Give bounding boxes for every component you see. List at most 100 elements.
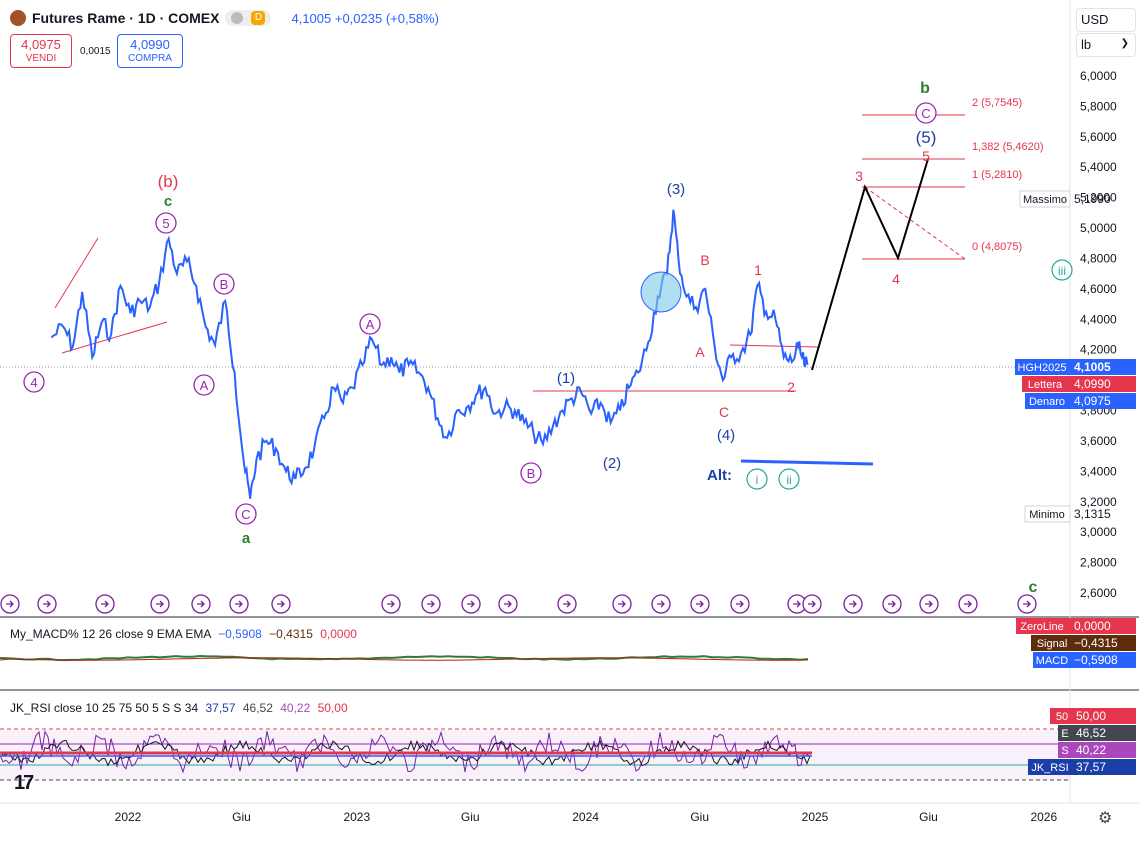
projection-path[interactable] xyxy=(811,158,929,371)
alt-line[interactable] xyxy=(740,459,874,466)
event-marker-icon[interactable] xyxy=(1017,594,1037,614)
event-marker-icon[interactable] xyxy=(37,594,57,614)
rsi-s-tag: S 40,22 xyxy=(1058,742,1136,758)
tradingview-logo[interactable]: 17 xyxy=(14,772,34,794)
event-marker-icon[interactable] xyxy=(461,594,481,614)
event-marker-icon[interactable] xyxy=(690,594,710,614)
svg-text:5: 5 xyxy=(162,216,169,231)
time-tick-label: Giu xyxy=(461,810,480,824)
event-marker-icon[interactable] xyxy=(730,594,750,614)
symbol-price-tag: HGH2025 4,1005 xyxy=(1015,359,1136,375)
copper-icon[interactable] xyxy=(10,10,26,26)
wave-2-paren: (2) xyxy=(603,455,621,472)
price-tick-label: 4,6000 xyxy=(1080,282,1117,296)
event-markers-row[interactable] xyxy=(0,594,1037,614)
event-marker-icon[interactable] xyxy=(958,594,978,614)
time-tick-label: Giu xyxy=(690,810,709,824)
max-label: Massimo 5,1990 xyxy=(1019,190,1111,208)
wave-c-green-bottom: c xyxy=(1029,579,1038,596)
rsi-value-tag: JK_RSI 37,57 xyxy=(1028,759,1136,775)
macd-line[interactable] xyxy=(0,654,809,662)
svg-text:HGH2025: HGH2025 xyxy=(1018,362,1067,374)
alt-label: Alt: xyxy=(707,467,732,484)
fib-label-1382: 1,382 (5,4620) xyxy=(972,141,1044,153)
resistance-line[interactable] xyxy=(729,344,819,348)
status-chips[interactable]: D xyxy=(225,10,272,26)
event-marker-icon[interactable] xyxy=(787,594,807,614)
event-marker-icon[interactable] xyxy=(498,594,518,614)
wave-A-red: A xyxy=(695,344,705,360)
rsi-50-tag: 50 50,00 xyxy=(1050,708,1136,724)
event-marker-icon[interactable] xyxy=(802,594,822,614)
svg-text:S: S xyxy=(1061,745,1068,757)
sell-button[interactable]: 4,0975 VENDI xyxy=(10,34,72,68)
highlight-circle[interactable] xyxy=(640,271,682,313)
event-marker-icon[interactable] xyxy=(843,594,863,614)
wave-C-circle-top: C xyxy=(915,102,937,124)
event-marker-icon[interactable] xyxy=(421,594,441,614)
event-marker-icon[interactable] xyxy=(271,594,291,614)
wave-3-red: 3 xyxy=(855,168,863,184)
unit-select[interactable]: lb ❯ xyxy=(1076,33,1136,57)
event-marker-icon[interactable] xyxy=(612,594,632,614)
event-marker-icon[interactable] xyxy=(95,594,115,614)
wave-c-green: c xyxy=(164,193,172,210)
event-marker-icon[interactable] xyxy=(919,594,939,614)
currency-select[interactable]: USD xyxy=(1076,8,1136,32)
svg-text:B: B xyxy=(220,277,229,292)
time-axis[interactable]: 2022 Giu 2023 Giu 2024 Giu 2025 Giu 2026 xyxy=(115,810,1058,824)
trendline-lower[interactable] xyxy=(61,321,168,354)
price-tick-label: 5,2000 xyxy=(1080,191,1117,205)
event-marker-icon[interactable] xyxy=(191,594,211,614)
zeroline-tag: ZeroLine 0,0000 xyxy=(1016,618,1136,634)
wave-B-red: B xyxy=(700,252,709,268)
gear-icon[interactable]: ⚙ xyxy=(1098,810,1113,827)
rsi-legend-v1: 37,57 xyxy=(205,701,236,715)
time-tick-label: 2026 xyxy=(1030,810,1057,824)
wave-4-red: 4 xyxy=(892,271,900,287)
fib-label-2: 2 (5,7545) xyxy=(972,97,1022,109)
sell-label: VENDI xyxy=(25,53,57,64)
event-marker-icon[interactable] xyxy=(651,594,671,614)
svg-text:50,00: 50,00 xyxy=(1076,709,1106,723)
rsi-legend[interactable]: JK_RSI close 10 25 75 50 5 S S 34 37,57 … xyxy=(10,701,348,715)
event-marker-icon[interactable] xyxy=(150,594,170,614)
time-tick-label: Giu xyxy=(919,810,938,824)
price-axis[interactable]: 6,0000 5,8000 5,6000 5,4000 5,2000 5,0000 4,80… xyxy=(1080,69,1117,600)
rsi-legend-v4: 50,00 xyxy=(317,701,348,715)
svg-text:Denaro: Denaro xyxy=(1029,396,1065,408)
svg-text:40,22: 40,22 xyxy=(1076,743,1106,757)
price-tick-label: 3,6000 xyxy=(1080,434,1117,448)
fib-diagonal[interactable] xyxy=(864,186,966,260)
macd-legend-v3: 0,0000 xyxy=(320,627,357,641)
symbol-title[interactable]: Futures Rame · 1D · COMEX xyxy=(32,10,220,26)
event-marker-icon[interactable] xyxy=(882,594,902,614)
rsi-e-tag: E 46,52 xyxy=(1058,725,1136,741)
quote-change: 4,1005 +0,0235 (+0,58%) xyxy=(291,10,439,26)
wave-b-green: b xyxy=(920,80,930,97)
svg-text:A: A xyxy=(366,317,375,332)
svg-text:iii: iii xyxy=(1058,264,1066,278)
price-tick-label: 4,2000 xyxy=(1080,343,1117,357)
time-tick-label: 2024 xyxy=(572,810,599,824)
wave-ii-circle: ii xyxy=(778,468,800,490)
wave-5-paren: (5) xyxy=(916,128,937,147)
wave-1-red: 1 xyxy=(754,262,762,278)
event-marker-icon[interactable] xyxy=(381,594,401,614)
price-tick-label: 3,2000 xyxy=(1080,495,1117,509)
buy-button[interactable]: 4,0990 COMPRA xyxy=(117,34,183,68)
svg-text:Lettera: Lettera xyxy=(1028,379,1063,391)
wave-B-circle: B xyxy=(213,273,235,295)
macd-legend[interactable]: My_MACD% 12 26 close 9 EMA EMA −0,5908 −… xyxy=(10,627,357,641)
price-line[interactable] xyxy=(50,209,809,499)
price-tick-label: 2,8000 xyxy=(1080,556,1117,570)
event-marker-icon[interactable] xyxy=(557,594,577,614)
trendline-upper[interactable] xyxy=(54,237,99,309)
svg-text:−0,4315: −0,4315 xyxy=(1074,636,1118,650)
wave-b-paren: (b) xyxy=(158,172,179,191)
signal-line[interactable] xyxy=(0,657,809,661)
event-marker-icon[interactable] xyxy=(0,594,20,614)
macd-tag: MACD −0,5908 xyxy=(1033,652,1136,668)
event-marker-icon[interactable] xyxy=(229,594,249,614)
